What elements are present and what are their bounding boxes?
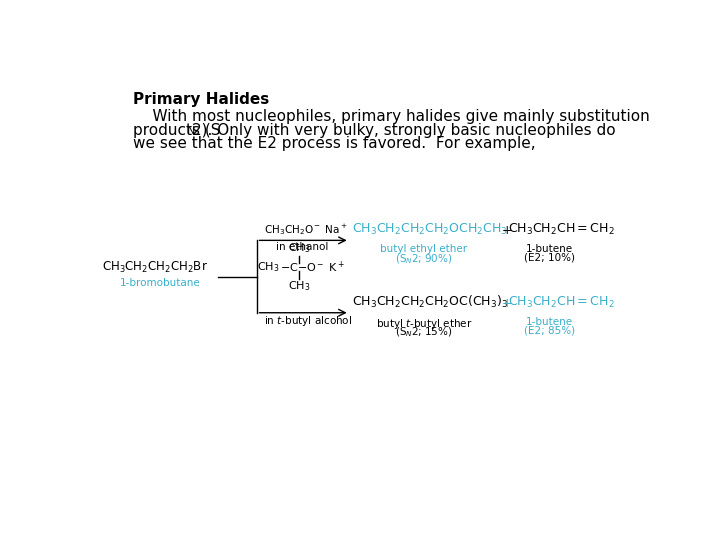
Text: CH$_3$CH$_2$CH$_2$CH$_2$OCH$_2$CH$_3$: CH$_3$CH$_2$CH$_2$CH$_2$OCH$_2$CH$_3$	[352, 222, 508, 237]
Text: (S$_N$2; 90%): (S$_N$2; 90%)	[395, 253, 453, 266]
Text: (S$_N$2; 15%): (S$_N$2; 15%)	[395, 325, 453, 339]
Text: butyl ethyl ether: butyl ethyl ether	[380, 244, 467, 254]
Text: (E2; 10%): (E2; 10%)	[524, 253, 575, 262]
Text: 1-butene: 1-butene	[526, 244, 573, 254]
Text: CH$_3$CH$_2$O$^-$ Na$^+$: CH$_3$CH$_2$O$^-$ Na$^+$	[264, 222, 348, 237]
Text: butyl $t$-butyl ether: butyl $t$-butyl ether	[376, 316, 472, 330]
Text: CH$_3$CH$_2$CH$_2$CH$_2$Br: CH$_3$CH$_2$CH$_2$CH$_2$Br	[102, 260, 207, 275]
Text: 1-butene: 1-butene	[526, 316, 573, 327]
Text: CH$_3$: CH$_3$	[288, 279, 310, 293]
Text: +: +	[502, 296, 512, 309]
Text: CH$_3$: CH$_3$	[257, 260, 280, 274]
Text: CH$_3$: CH$_3$	[288, 241, 310, 255]
Text: N: N	[187, 126, 195, 136]
Text: (E2; 85%): (E2; 85%)	[524, 325, 575, 335]
Text: 1-bromobutane: 1-bromobutane	[120, 278, 200, 288]
Text: CH$_3$CH$_2$CH$=$CH$_2$: CH$_3$CH$_2$CH$=$CH$_2$	[508, 222, 615, 237]
Text: in $t$-butyl alcohol: in $t$-butyl alcohol	[264, 314, 353, 328]
Text: CH$_3$CH$_2$CH$=$CH$_2$: CH$_3$CH$_2$CH$=$CH$_2$	[508, 294, 615, 309]
Text: $-$C$-$O$^-$ K$^+$: $-$C$-$O$^-$ K$^+$	[280, 260, 345, 275]
Text: we see that the E2 process is favored.  For example,: we see that the E2 process is favored. F…	[132, 137, 535, 151]
Text: 2). Only with very bulky, strongly basic nucleophiles do: 2). Only with very bulky, strongly basic…	[192, 123, 616, 138]
Text: products (S: products (S	[132, 123, 220, 138]
Text: Primary Halides: Primary Halides	[132, 92, 269, 107]
Text: +: +	[502, 224, 512, 237]
Text: in ethanol: in ethanol	[276, 242, 328, 252]
Text: CH$_3$CH$_2$CH$_2$CH$_2$OC(CH$_3$)$_3$: CH$_3$CH$_2$CH$_2$CH$_2$OC(CH$_3$)$_3$	[352, 294, 508, 309]
Text: With most nucleophiles, primary halides give mainly substitution: With most nucleophiles, primary halides …	[132, 110, 649, 124]
